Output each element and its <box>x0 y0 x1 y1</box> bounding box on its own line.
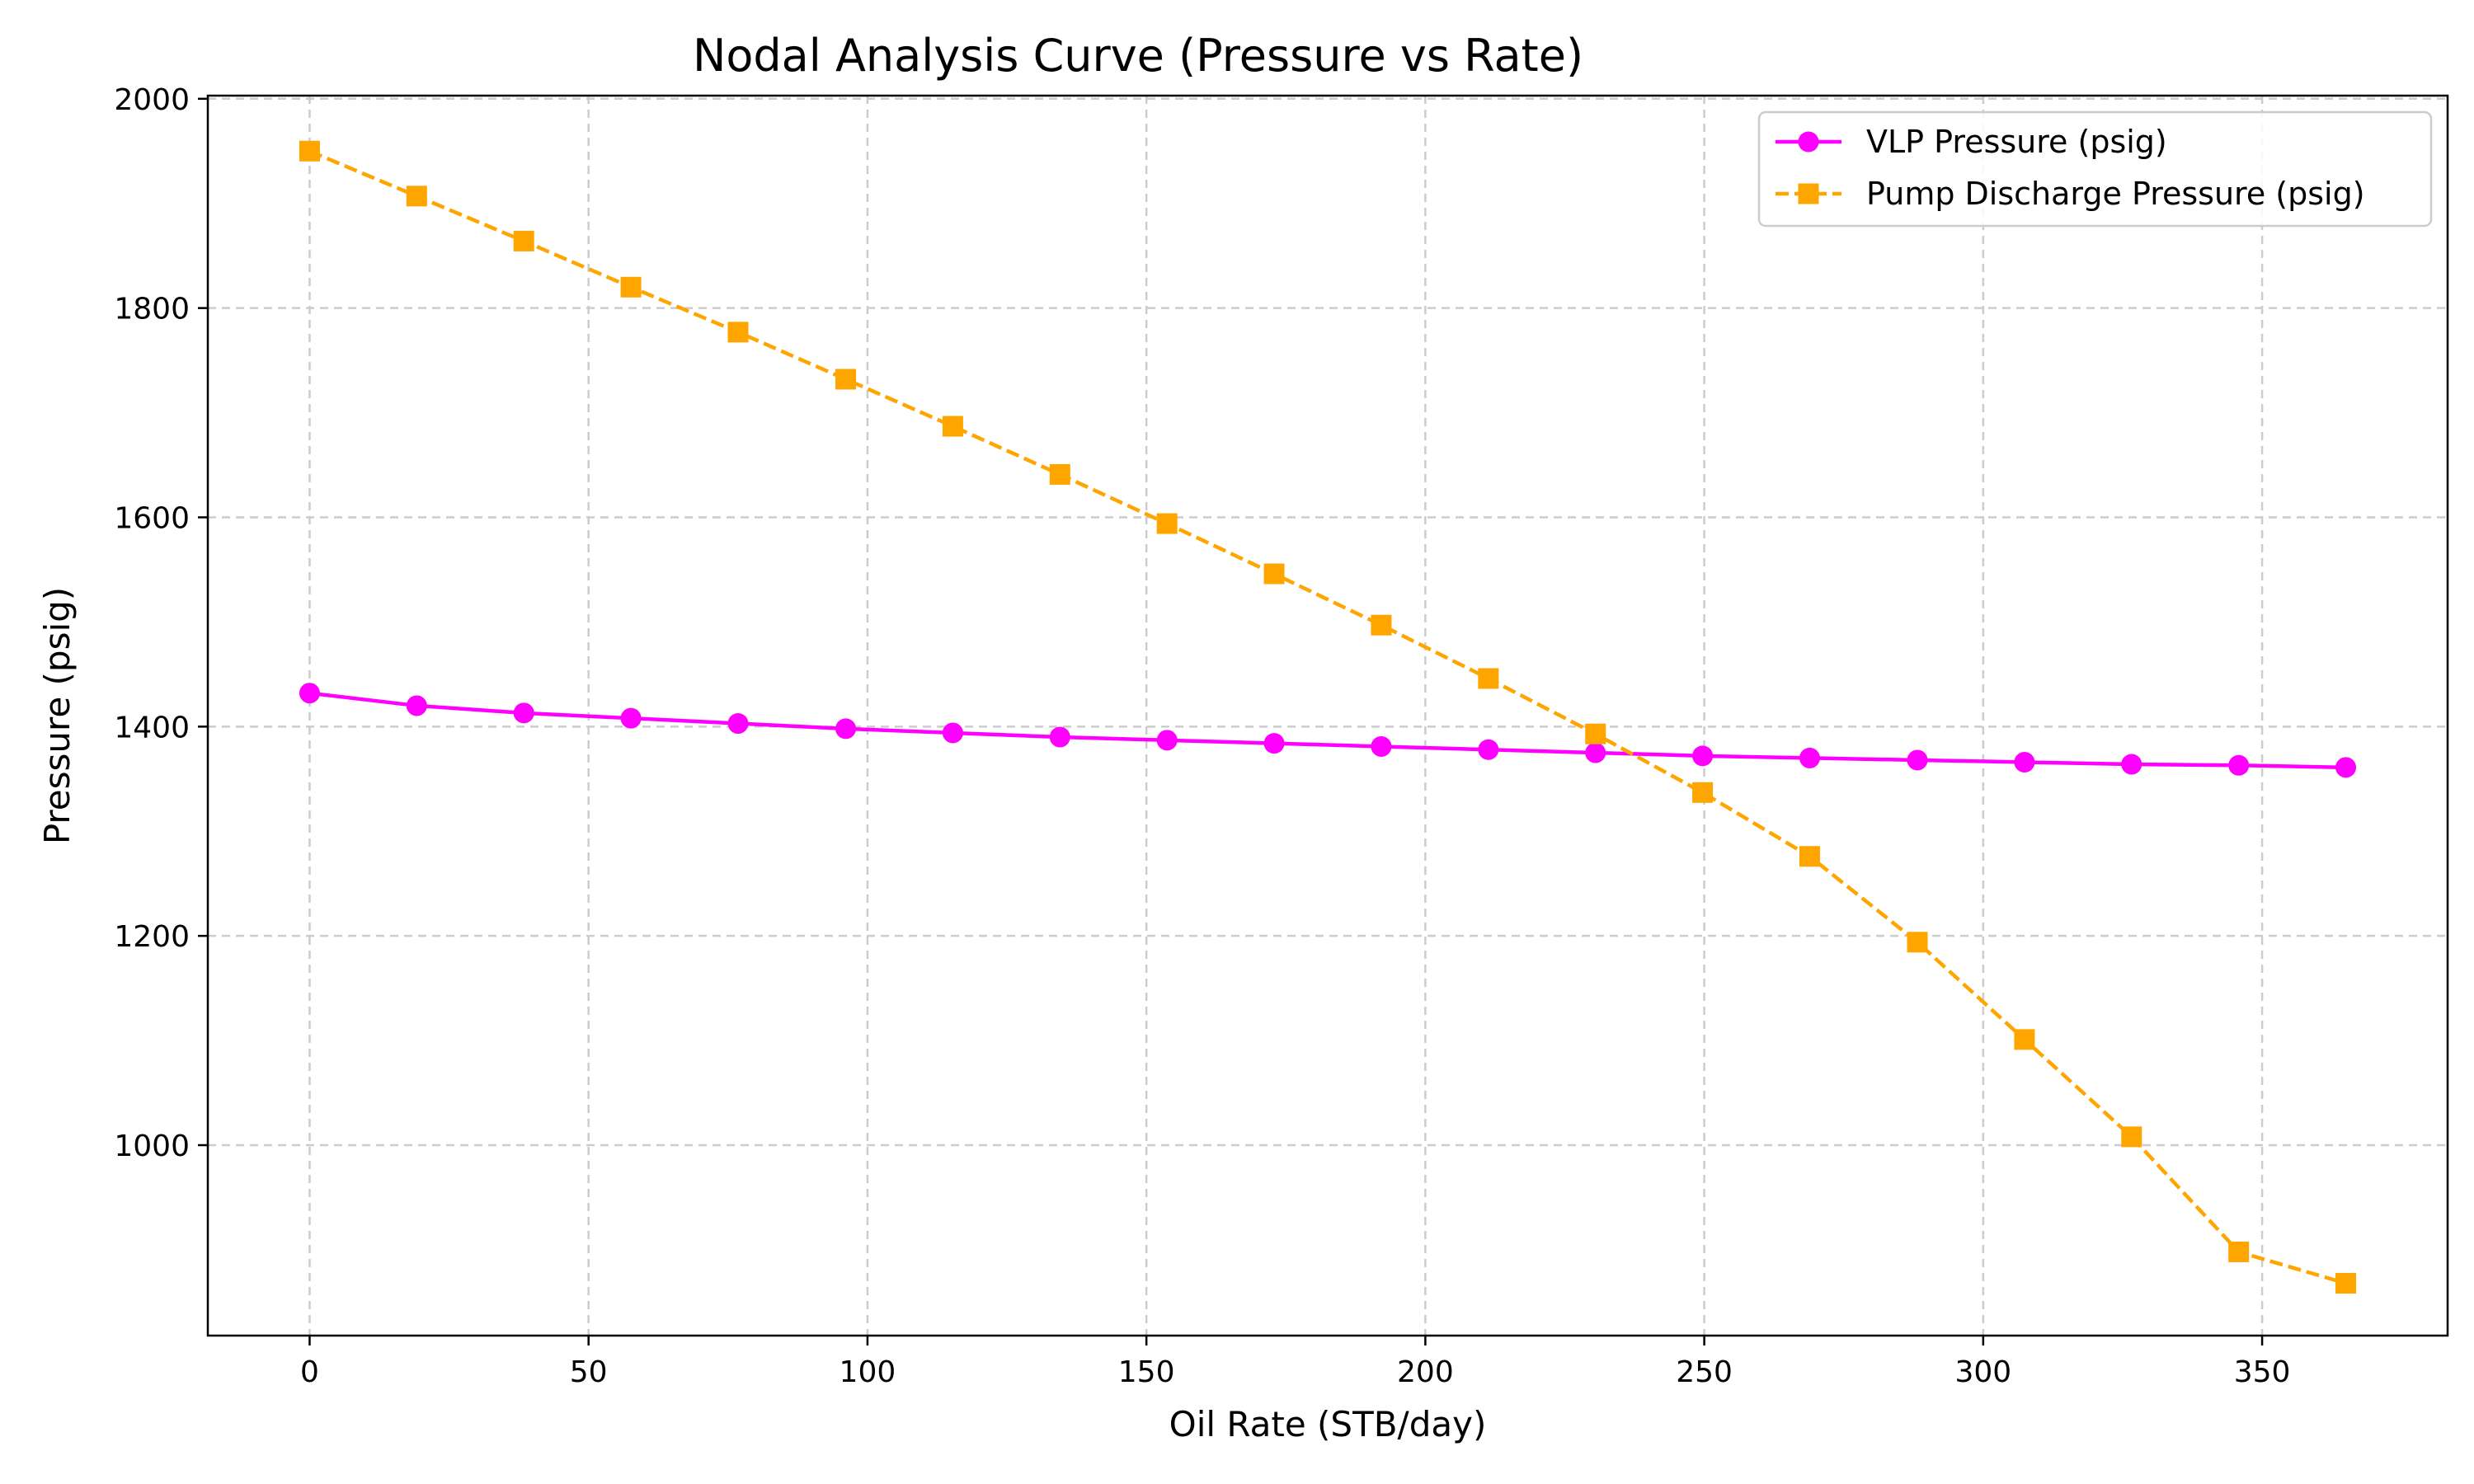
data-point <box>942 416 963 437</box>
x-tick-label: 350 <box>2234 1355 2291 1389</box>
data-point <box>1907 749 1928 771</box>
data-point <box>2228 754 2250 776</box>
x-tick-label: 300 <box>1954 1355 2011 1389</box>
x-tick-label: 200 <box>1397 1355 1454 1389</box>
legend-item: VLP Pressure (psig) <box>1776 124 2167 160</box>
data-point <box>1156 730 1178 751</box>
x-axis-label: Oil Rate (STB/day) <box>1169 1404 1487 1444</box>
data-point <box>1263 733 1285 754</box>
x-tick-label: 100 <box>840 1355 896 1389</box>
data-point <box>1478 739 1499 760</box>
legend: VLP Pressure (psig) Pump Discharge Pressu… <box>1757 110 2433 228</box>
y-tick-label: 1600 <box>114 501 190 535</box>
series-line <box>308 149 2347 1285</box>
legend-box <box>1757 110 2433 228</box>
data-point <box>513 230 534 251</box>
x-tick-label: 50 <box>570 1355 608 1389</box>
data-point <box>2014 751 2035 773</box>
legend-item: Pump Discharge Pressure (psig) <box>1776 176 2365 212</box>
data-point <box>2121 754 2142 775</box>
data-point <box>835 718 857 740</box>
axis-ticks: 0 50 100 150 200 250 300 350 1000 1200 1400 1600 180… <box>114 83 2290 1389</box>
data-point <box>299 140 320 162</box>
data-point <box>1692 782 1714 803</box>
data-point <box>406 186 427 207</box>
data-point <box>2121 1126 2142 1148</box>
legend-marker <box>1798 131 1819 153</box>
plot-series <box>299 140 2357 1294</box>
data-point <box>1799 846 1820 867</box>
y-tick-label: 1400 <box>114 711 190 744</box>
data-point <box>1799 747 1820 768</box>
data-point <box>620 707 642 729</box>
series-2 <box>299 140 2357 1294</box>
data-point <box>1907 932 1928 953</box>
data-point <box>1585 742 1606 763</box>
x-tick-label: 250 <box>1676 1355 1733 1389</box>
legend-label: VLP Pressure (psig) <box>1866 124 2167 160</box>
data-point <box>1371 614 1392 636</box>
data-point <box>835 369 857 390</box>
data-point <box>513 702 534 724</box>
data-point <box>2335 757 2357 778</box>
data-point <box>727 713 749 735</box>
data-point <box>727 322 749 343</box>
data-point <box>406 695 427 716</box>
series-1 <box>299 683 2357 778</box>
data-point <box>1049 726 1070 748</box>
data-point <box>1692 745 1714 767</box>
y-tick-label: 1200 <box>114 920 190 954</box>
data-point <box>1478 668 1499 689</box>
data-point <box>1585 723 1606 744</box>
chart-title: Nodal Analysis Curve (Pressure vs Rate) <box>693 30 1583 82</box>
data-point <box>1049 463 1070 485</box>
data-point <box>1371 735 1392 757</box>
x-tick-label: 0 <box>300 1355 319 1389</box>
data-point <box>1156 513 1178 534</box>
data-point <box>299 683 320 704</box>
y-tick-label: 1800 <box>114 293 190 326</box>
grid <box>208 96 2448 1336</box>
legend-label: Pump Discharge Pressure (psig) <box>1866 176 2365 212</box>
data-point <box>1263 563 1285 585</box>
x-tick-label: 150 <box>1118 1355 1175 1389</box>
data-point <box>2335 1273 2357 1294</box>
data-point <box>942 722 963 744</box>
legend-marker <box>1798 183 1819 204</box>
data-point <box>2228 1241 2250 1262</box>
y-tick-label: 2000 <box>114 83 190 117</box>
data-point <box>620 276 642 298</box>
y-tick-label: 1000 <box>114 1129 190 1163</box>
series-line <box>309 691 2346 770</box>
y-axis-label: Pressure (psig) <box>37 587 78 844</box>
plot-frame <box>206 94 2449 1337</box>
data-point <box>2014 1029 2035 1050</box>
